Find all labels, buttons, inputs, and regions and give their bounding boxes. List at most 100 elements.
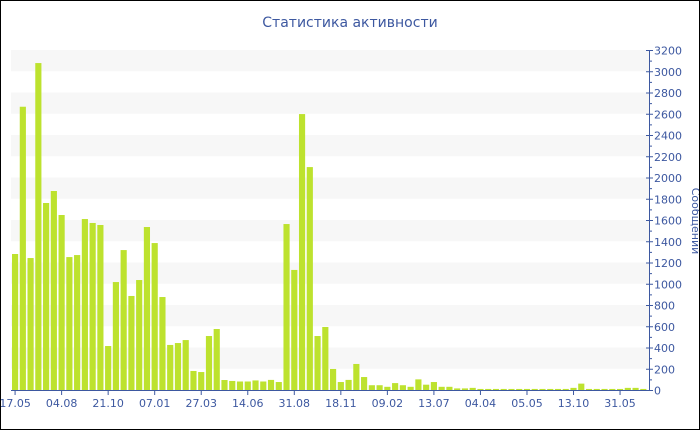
y-tick-label: 1600	[654, 215, 682, 228]
bar	[89, 222, 96, 390]
bar	[291, 269, 298, 390]
bar	[376, 385, 383, 390]
bar	[446, 386, 453, 390]
bar	[12, 254, 19, 390]
bar	[143, 227, 151, 390]
bar	[345, 379, 352, 390]
bar	[43, 203, 50, 390]
bar	[81, 219, 88, 390]
bar	[136, 280, 143, 390]
grid-band	[11, 135, 649, 157]
bar	[275, 382, 282, 390]
bar	[554, 388, 562, 390]
bar	[469, 387, 476, 390]
y-tick-label: 2000	[654, 172, 682, 185]
bar	[252, 380, 259, 390]
x-tick-label: 07.01	[139, 397, 171, 410]
bar	[485, 388, 492, 390]
bar	[616, 388, 624, 390]
bar	[640, 388, 647, 390]
bar	[593, 388, 600, 390]
bar	[322, 326, 329, 390]
bar	[244, 381, 251, 390]
chart-title: Статистика активности	[262, 15, 438, 31]
bar	[174, 343, 182, 390]
x-tick-label: 21.10	[92, 397, 124, 410]
bar	[578, 383, 585, 390]
bar	[58, 215, 65, 390]
bar	[306, 167, 313, 390]
bar	[454, 388, 461, 390]
bar	[66, 257, 73, 390]
bar	[159, 297, 166, 390]
y-tick-label: 3200	[654, 45, 682, 58]
bar	[314, 336, 321, 390]
y-axis-label: Сообщений	[689, 188, 699, 255]
x-tick-label: 17.05	[1, 397, 31, 410]
x-tick-label: 04.08	[46, 397, 78, 410]
bar	[267, 379, 275, 390]
bar	[423, 384, 430, 390]
y-tick-label: 0	[654, 385, 661, 398]
x-tick-label: 31.08	[279, 397, 311, 410]
bar	[531, 388, 538, 390]
bar	[229, 380, 236, 390]
bar	[105, 346, 112, 390]
bar	[198, 372, 205, 390]
bar	[384, 386, 391, 390]
bar	[415, 379, 422, 390]
bar	[539, 388, 546, 390]
bar	[601, 388, 608, 390]
bar	[112, 282, 119, 390]
bar	[368, 385, 375, 390]
bar	[430, 382, 437, 390]
bar	[632, 387, 639, 390]
bar	[562, 388, 569, 390]
bar	[330, 368, 337, 390]
bar	[236, 381, 244, 390]
x-tick-label: 14.06	[232, 397, 264, 410]
bar	[407, 386, 414, 390]
bar	[492, 388, 500, 390]
grid-band	[11, 262, 649, 284]
bar	[523, 388, 531, 390]
bar	[151, 243, 158, 390]
bar	[508, 388, 515, 390]
x-tick-label: 13.10	[558, 397, 590, 410]
x-tick-label: 04.04	[465, 397, 497, 410]
y-tick-label: 600	[654, 321, 675, 334]
bar	[624, 387, 631, 390]
y-tick-label: 400	[654, 342, 675, 355]
bar	[547, 388, 554, 390]
bar	[500, 388, 507, 390]
grid-band	[11, 92, 649, 114]
y-tick-label: 1800	[654, 193, 682, 206]
y-tick-label: 3000	[654, 66, 682, 79]
bar	[283, 224, 290, 390]
bar	[50, 190, 57, 390]
grid-band	[11, 177, 649, 199]
bar	[260, 381, 267, 390]
bar	[438, 386, 445, 390]
grid-band	[11, 305, 649, 327]
bar	[516, 388, 523, 390]
bar	[19, 106, 26, 391]
bar	[361, 377, 368, 390]
y-tick-label: 1000	[654, 278, 682, 291]
bar	[97, 224, 104, 390]
x-tick-label: 05.05	[511, 397, 543, 410]
y-tick-label: 1400	[654, 236, 682, 249]
bar	[128, 295, 135, 390]
x-tick-label: 27.03	[185, 397, 217, 410]
x-tick-label: 09.02	[372, 397, 404, 410]
grid-band	[11, 220, 649, 242]
bar	[120, 250, 127, 390]
y-tick-label: 200	[654, 363, 675, 376]
bar	[353, 363, 360, 390]
bar	[461, 388, 469, 390]
y-tick-label: 1200	[654, 257, 682, 270]
y-tick-label: 2200	[654, 151, 682, 164]
x-tick-label: 31.05	[604, 397, 636, 410]
y-tick-label: 800	[654, 300, 675, 313]
